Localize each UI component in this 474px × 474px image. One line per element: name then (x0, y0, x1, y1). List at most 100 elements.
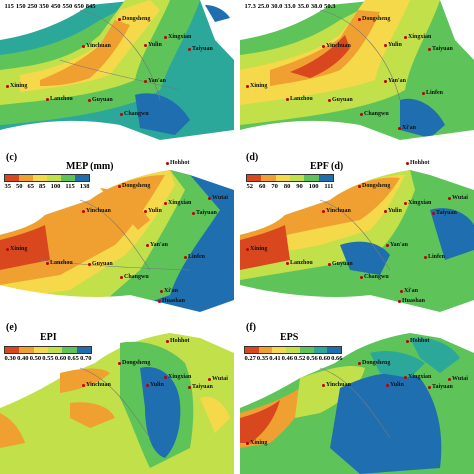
city-label: Xining (245, 440, 268, 446)
city-label: Guyuan (88, 97, 113, 103)
legend-swatch (313, 347, 328, 353)
city-label: Wutai (208, 195, 228, 201)
legend-ticks-c: 35 50 65 85 100 115 138 (4, 183, 90, 190)
legend-swatch (33, 347, 48, 353)
city-label: Taiyuan (188, 384, 213, 390)
legend-a: 115 150 250 350 450 550 650 845 (4, 3, 96, 10)
legend-ticks-a: 115 150 250 350 450 550 650 845 (4, 3, 96, 10)
legend-swatch (318, 175, 333, 181)
legend-swatch (272, 347, 287, 353)
city-label: Dongsheng (117, 360, 151, 366)
city-label: Huashan (397, 298, 426, 304)
city-label: Xingxian (403, 34, 432, 40)
legend-tick: 35.0 (297, 3, 309, 10)
legend-bar-f (244, 346, 342, 354)
legend-swatch (33, 175, 47, 181)
map-panel-f: (f) EPS 0.27 0.35 0.41 0.46 0.52 0.56 0.… (240, 318, 474, 474)
legend-swatch (47, 347, 63, 353)
legend-tick: 50.3 (324, 3, 336, 10)
legend-tick: 0.46 (281, 355, 293, 362)
legend-swatch (62, 347, 77, 353)
legend-tick: 100 (50, 183, 61, 190)
panel-label-d: (d) (246, 152, 259, 163)
legend-tick: 100 (308, 183, 319, 190)
map-title-f: EPS (280, 332, 299, 343)
mep-map (0, 150, 234, 312)
legend-bar-e (4, 346, 92, 354)
legend-ticks-f: 0.27 0.35 0.41 0.46 0.52 0.56 0.60 0.66 (244, 355, 343, 362)
legend-tick: 115 (65, 183, 75, 190)
city-label: Xingxian (163, 374, 192, 380)
city-label: Taiyuan (188, 46, 213, 52)
legend-d: 52 60 70 80 90 100 111 (246, 174, 334, 190)
city-label: Taiyuan (432, 210, 457, 216)
legend-tick: 0.30 (4, 355, 16, 362)
city-label: Linfen (423, 254, 446, 260)
city-label: Yan'an (143, 78, 167, 84)
city-label: Dongsheng (117, 183, 151, 189)
city-label: Taiyuan (428, 384, 453, 390)
legend-tick: 65 (27, 183, 35, 190)
legend-ticks-d: 52 60 70 80 90 100 111 (246, 183, 334, 190)
legend-tick: 0.50 (29, 355, 42, 362)
city-label: Linfen (421, 90, 444, 96)
city-label: Lanzhou (286, 96, 313, 102)
legend-swatch (275, 175, 290, 181)
precipitation-map-a (0, 0, 234, 145)
legend-swatch (261, 175, 276, 181)
legend-tick: 0.27 (244, 355, 256, 362)
city-label: Yulin (384, 42, 402, 48)
legend-tick: 350 (39, 3, 49, 10)
legend-bar-d (246, 174, 334, 182)
legend-swatch (5, 347, 20, 353)
legend-tick: 150 (15, 3, 26, 10)
legend-f: 0.27 0.35 0.41 0.46 0.52 0.56 0.60 0.66 (244, 346, 343, 362)
panel-label-e: (e) (6, 322, 18, 333)
city-label: Changwu (360, 274, 389, 280)
legend-tick: 450 (50, 3, 61, 10)
legend-ticks-b: 17.3 25.0 30.0 33.0 35.0 38.0 50.3 (244, 3, 336, 10)
legend-tick: 85 (39, 183, 46, 190)
city-label: Changwu (120, 111, 149, 117)
panel-label-c: (c) (6, 152, 18, 163)
map-title-d: EPF (d) (310, 161, 344, 172)
legend-bar-c (4, 174, 90, 182)
map-panel-c: (c) MEP (mm) 35 50 65 85 100 115 138 Hoh… (0, 150, 234, 312)
city-label: Hohhot (165, 338, 190, 344)
legend-swatch (289, 175, 305, 181)
legend-tick: 845 (85, 3, 96, 10)
city-label: Wutai (208, 376, 228, 382)
legend-swatch (19, 347, 34, 353)
legend-swatch (61, 175, 75, 181)
map-panel-b: 17.3 25.0 30.0 33.0 35.0 38.0 50.3 Dongs… (240, 0, 474, 145)
city-label: Yinchuan (82, 382, 111, 388)
legend-tick: 250 (27, 3, 38, 10)
city-label: Hohhot (165, 160, 190, 166)
city-label: Xining (5, 83, 28, 89)
legend-swatch (258, 347, 273, 353)
city-label: Xining (245, 83, 268, 89)
map-title-e: EPI (40, 332, 57, 343)
city-label: Dongsheng (357, 360, 391, 366)
city-label: Yinchuan (322, 43, 351, 49)
city-label: Guyuan (328, 261, 353, 267)
city-label: Yulin (146, 382, 164, 388)
legend-tick: 138 (79, 183, 90, 190)
city-label: Xingxian (403, 200, 432, 206)
legend-tick: 0.66 (331, 355, 343, 362)
city-label: Yinchuan (82, 208, 111, 214)
city-label: Hohhot (405, 338, 430, 344)
city-label: Lanzhou (286, 260, 313, 266)
city-label: Yan'an (383, 78, 407, 84)
map-panel-e: (e) EPI 0.30 0.40 0.50 0.55 0.60 0.65 0.… (0, 318, 234, 474)
city-label: Xingxian (163, 34, 192, 40)
legend-tick: 0.70 (80, 355, 92, 362)
legend-swatch (47, 175, 61, 181)
city-label: Taiyuan (428, 46, 453, 52)
legend-tick: 90 (296, 183, 303, 190)
city-label: Changwu (120, 274, 149, 280)
map-title-c: MEP (mm) (66, 161, 114, 172)
eps-map (240, 318, 474, 474)
city-label: Changwu (360, 111, 389, 117)
legend-tick: 80 (283, 183, 291, 190)
